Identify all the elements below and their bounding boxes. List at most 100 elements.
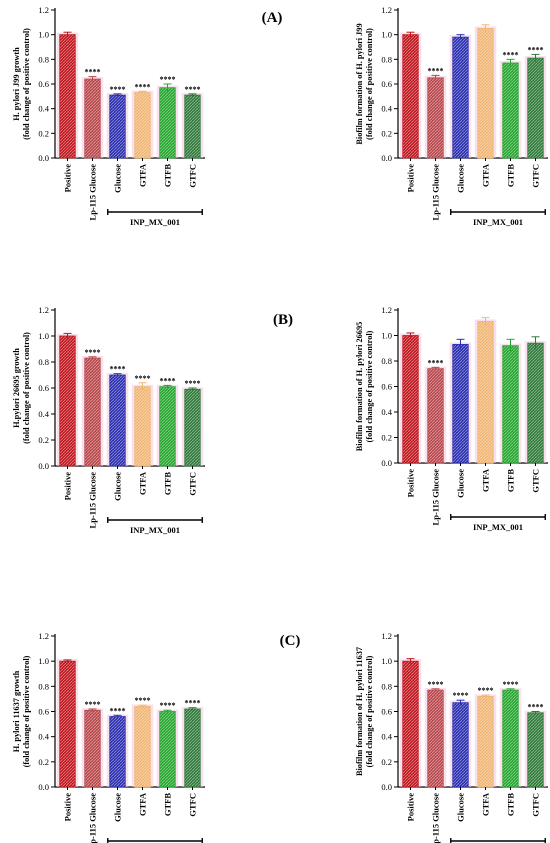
x-tick-label-glucose: Glucose [456,793,466,822]
y-tick-label: 0.8 [38,681,49,691]
bar-gtfb [159,386,176,467]
bar-positive [59,660,76,788]
significance-label: **** [478,686,494,695]
y-tick-label: 1.2 [381,305,392,315]
y-axis-label: H. pylori 11637 growth [12,670,21,752]
y-tick-label: 0.2 [38,128,49,138]
bar-lp-115-glucose [427,689,444,788]
y-axis-label: Biofilm formation of H. pylori 26695 [355,322,364,452]
x-tick-label-lp-115-glucose: Lp-115 Glucose [431,793,441,843]
bar-gtfc [527,342,544,464]
y-tick-label: 0.0 [38,782,49,792]
panel-label-b: (B) [273,312,293,328]
chart-panel-1: 0.0 0.2 0.4 0.6 0.8 1.0 1.2 H. pylori J99 growt… [12,5,205,227]
significance-label: **** [160,75,176,84]
y-tick-label: 0.6 [38,383,49,393]
x-tick-label-gtfc: GTFC [188,164,198,188]
x-tick-label-gtfa: GTFA [481,163,491,187]
y-tick-label: 0.4 [381,732,392,742]
y-tick-label: 1.0 [381,656,392,666]
y-tick-label: 1.2 [38,631,49,641]
y-axis-label: H. pylori J99 growth [12,47,21,121]
y-tick-label: 0.6 [381,79,392,89]
y-axis-label: (fold change of positive control) [365,330,374,442]
significance-label: **** [185,85,201,94]
y-tick-label: 1.0 [381,331,392,341]
y-tick-label: 0.0 [381,458,392,468]
y-tick-label: 0.0 [38,153,49,163]
y-tick-label: 0.4 [381,104,392,114]
x-tick-label-positive: Positive [63,472,73,501]
y-tick-label: 1.0 [38,30,49,40]
bar-glucose [452,36,469,159]
y-axis-label: (fold change of positive control) [22,655,31,767]
x-tick-label-gtfa: GTFA [138,163,148,187]
bar-glucose [109,374,126,467]
y-tick-label: 1.2 [381,631,392,641]
chart-panel-2: 0.0 0.2 0.4 0.6 0.8 1.0 1.2 Biofilm formation o… [355,5,548,227]
x-tick-label-gtfc: GTFC [188,472,198,496]
bar-positive [59,335,76,467]
x-tick-label-glucose: Glucose [113,472,123,501]
significance-label: **** [185,379,201,388]
x-tick-label-gtfa: GTFA [481,468,491,492]
bar-gtfa [134,386,151,467]
y-tick-label: 1.0 [381,30,392,40]
y-tick-label: 0.2 [381,433,392,443]
x-tick-label-positive: Positive [63,793,73,822]
y-axis-label: (fold change of positive control) [365,655,374,767]
bar-positive [59,34,76,159]
significance-label: **** [85,348,101,357]
y-tick-label: 0.4 [38,732,49,742]
y-tick-label: 1.0 [38,656,49,666]
x-tick-label-gtfc: GTFC [531,164,541,188]
significance-label: **** [160,701,176,710]
significance-label: **** [135,696,151,705]
x-tick-label-gtfb: GTFB [506,164,516,187]
y-tick-label: 0.8 [381,54,392,64]
y-axis-label: Biofilm formation of H. pylori 11637 [355,647,364,776]
significance-label: **** [110,85,126,94]
y-tick-label: 0.0 [381,153,392,163]
bar-gtfb [502,345,519,464]
y-tick-label: 0.8 [381,681,392,691]
x-tick-label-gtfb: GTFB [163,472,173,495]
bar-lp-115-glucose [84,357,101,467]
bar-gtfb [159,87,176,159]
significance-label: **** [503,680,519,689]
significance-label: **** [85,700,101,709]
x-tick-label-gtfc: GTFC [531,793,541,817]
y-tick-label: 0.6 [38,79,49,89]
y-tick-label: 0.8 [381,356,392,366]
significance-label: **** [528,45,544,54]
significance-label: **** [160,376,176,385]
bar-positive [402,34,419,159]
x-tick-label-positive: Positive [406,793,416,822]
x-tick-label-positive: Positive [406,164,416,193]
y-tick-label: 0.6 [381,382,392,392]
chart-panel-6: 0.0 0.2 0.4 0.6 0.8 1.0 1.2 Biofilm formation o… [355,631,548,843]
significance-label: **** [110,706,126,715]
x-tick-label-gtfa: GTFA [138,792,148,816]
significance-label: **** [428,66,444,75]
bar-gtfc [184,708,201,788]
x-tick-label-gtfb: GTFB [506,469,516,492]
x-tick-label-positive: Positive [63,164,73,193]
significance-label: **** [428,358,444,367]
bar-positive [402,335,419,464]
x-tick-label-glucose: Glucose [456,469,466,498]
significance-label: **** [528,703,544,712]
y-tick-label: 0.6 [38,707,49,717]
x-tick-label-gtfb: GTFB [506,793,516,816]
bar-gtfc [527,712,544,788]
bar-gtfa [477,696,494,788]
panel-label-c: (C) [280,633,301,649]
x-tick-label-gtfa: GTFA [481,792,491,816]
x-tick-label-glucose: Glucose [113,793,123,822]
significance-label: **** [428,680,444,689]
y-axis-label: Biofilm formation of H. pylori J99 [355,23,364,144]
significance-label: **** [503,50,519,59]
y-tick-label: 0.8 [38,357,49,367]
x-tick-label-gtfa: GTFA [138,471,148,495]
significance-label: **** [85,68,101,77]
